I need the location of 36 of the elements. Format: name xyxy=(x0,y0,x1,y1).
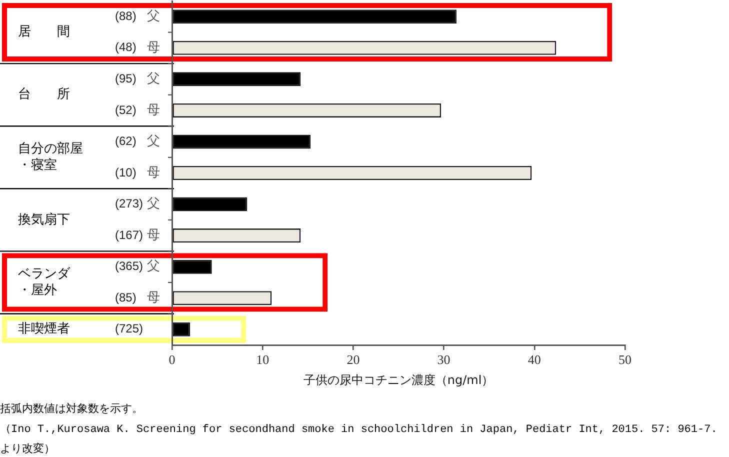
text: 母 xyxy=(147,290,160,306)
text: 母 xyxy=(147,165,160,180)
text: (88) xyxy=(115,8,136,23)
text: 父 xyxy=(147,134,160,150)
text: (62) xyxy=(115,134,136,148)
text: (85) xyxy=(115,290,136,304)
y-tick-label: 非喫煙者 xyxy=(18,322,70,337)
text: 父 xyxy=(147,196,160,212)
x-tick-label: 50 xyxy=(618,352,632,368)
text: 父 xyxy=(147,72,160,87)
text: (48) xyxy=(115,40,136,54)
series-label: 母 xyxy=(147,40,160,56)
x-tick-label: 10 xyxy=(256,352,270,368)
text: (95) xyxy=(115,71,136,86)
y-tick-label: 自分の部屋・寝室 xyxy=(18,142,83,173)
y-tick-label: ベランダ・屋外 xyxy=(18,266,71,298)
text: 母 xyxy=(147,228,160,243)
x-tick-label: 0 xyxy=(168,352,176,368)
text: (52) xyxy=(115,102,136,117)
y-tick-label: 換気扇下 xyxy=(18,211,70,228)
y-tick-label: 台 所 xyxy=(18,87,70,102)
x-axis-title: 子供の尿中コチニン濃度（ng/ml） xyxy=(303,372,494,387)
text: (365) xyxy=(115,259,144,274)
x-tick-label: 20 xyxy=(346,352,360,368)
text: （Ino T.,Kurosawa K. Screening for secondhand smoke in schoolchildren in Japan, Pediatr Int, 2015. 57: 961-7. より改変） xyxy=(0,423,718,457)
x-tick-label: 30 xyxy=(437,352,450,368)
text: (10) xyxy=(115,165,136,180)
text: (273) xyxy=(115,196,144,211)
text: 母 xyxy=(147,102,160,118)
text: (725) xyxy=(115,322,144,336)
series-label: 父 xyxy=(147,9,160,24)
text: 父 xyxy=(147,259,160,274)
x-tick-label: 40 xyxy=(528,352,541,368)
text: 括弧内数値は対象数を示す。 xyxy=(0,402,144,418)
y-tick-label: 居 間 xyxy=(18,24,70,40)
text: (167) xyxy=(115,228,144,242)
